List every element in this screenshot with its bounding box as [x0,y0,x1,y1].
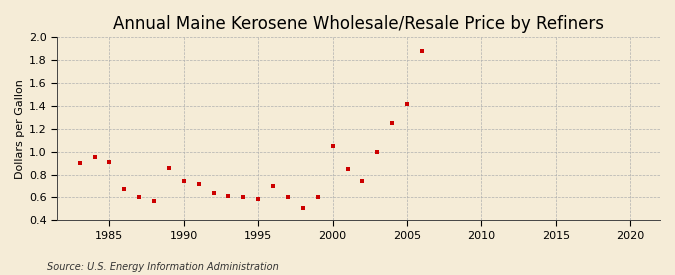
Point [134,195,144,200]
Point [148,199,159,203]
Point [268,184,279,188]
Point [298,205,308,210]
Point [74,161,85,165]
Point [89,155,100,160]
Point [387,121,398,125]
Point [342,167,353,171]
Point [253,196,264,201]
Point [357,179,368,184]
Point [223,194,234,199]
Point [416,49,427,53]
Y-axis label: Dollars per Gallon: Dollars per Gallon [15,79,25,179]
Point [163,166,174,170]
Point [119,187,130,192]
Title: Annual Maine Kerosene Wholesale/Resale Price by Refiners: Annual Maine Kerosene Wholesale/Resale P… [113,15,604,33]
Point [208,191,219,195]
Point [193,182,204,186]
Point [238,195,249,200]
Point [402,101,412,106]
Point [313,195,323,200]
Text: Source: U.S. Energy Information Administration: Source: U.S. Energy Information Administ… [47,262,279,272]
Point [372,150,383,154]
Point [104,160,115,164]
Point [327,144,338,148]
Point [178,179,189,184]
Point [283,195,294,200]
